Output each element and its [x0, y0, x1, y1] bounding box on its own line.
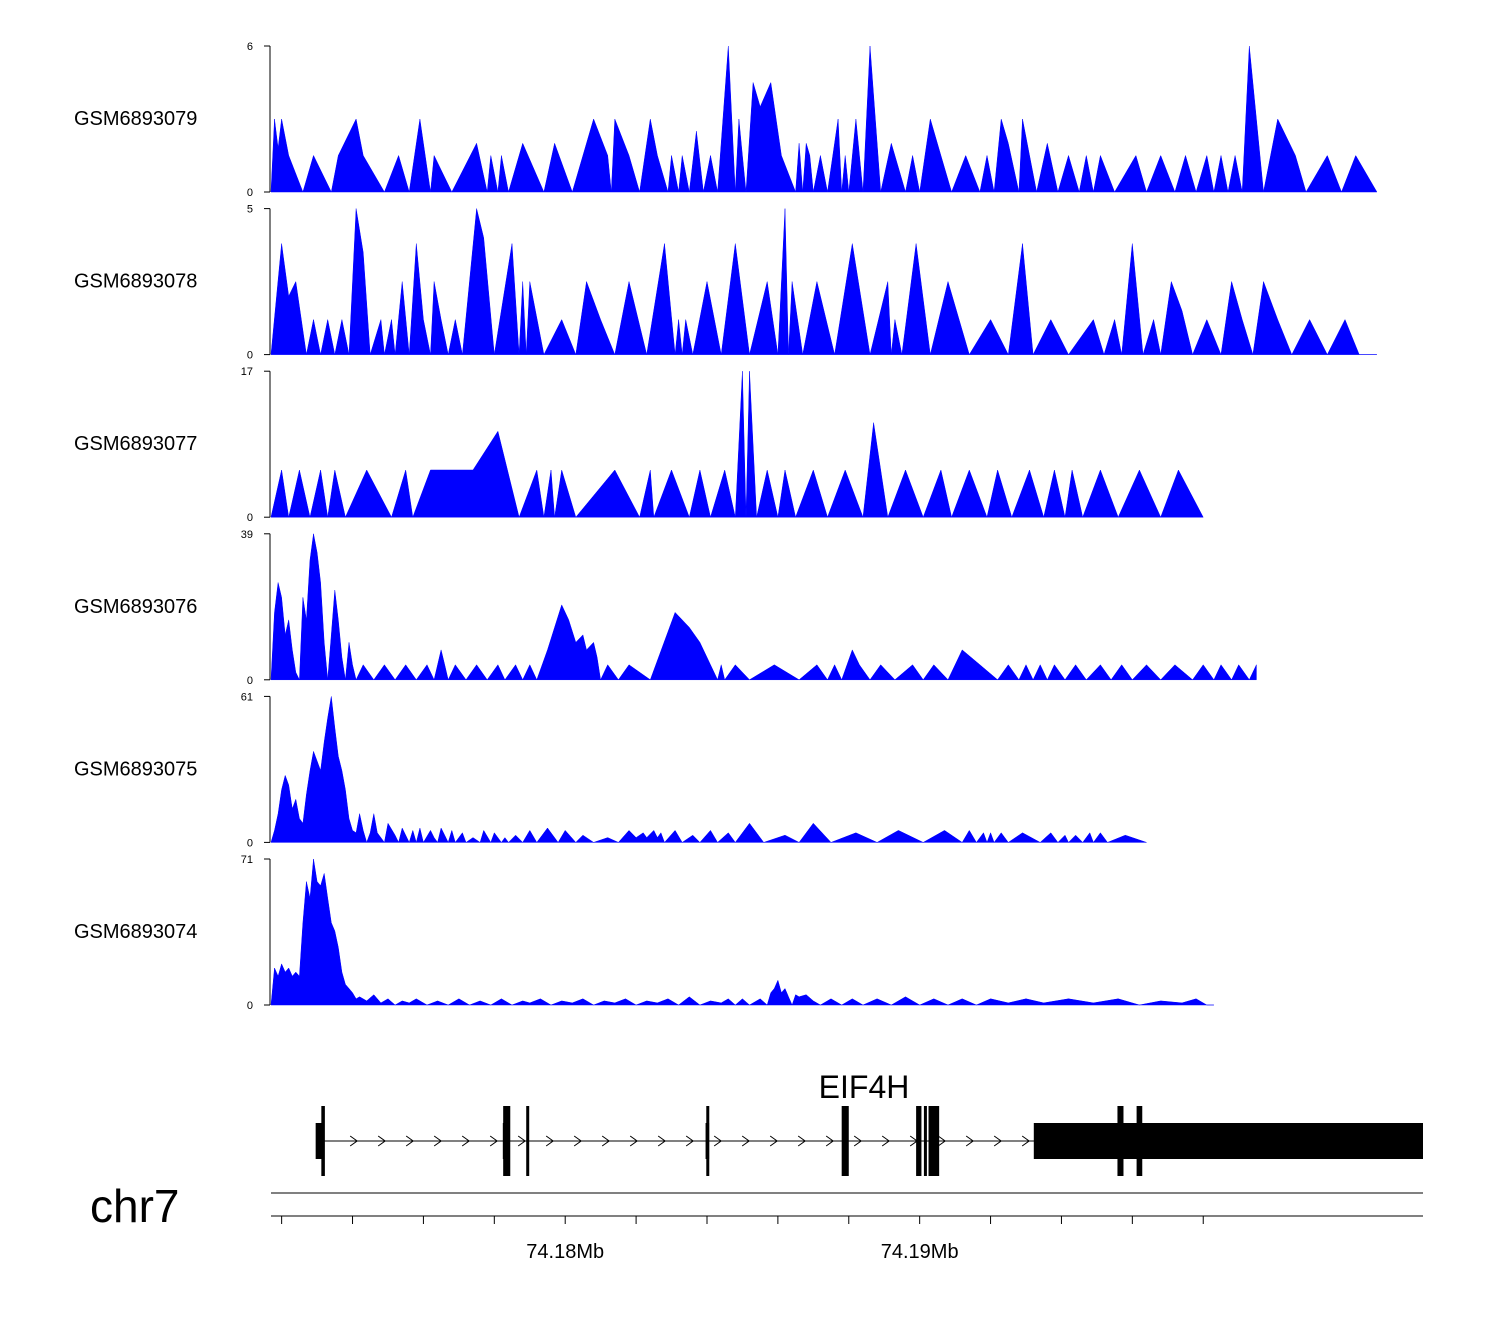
track-label: GSM6893075 [74, 758, 197, 780]
exon-block [526, 1106, 530, 1176]
y-tick-label-min: 0 [247, 350, 253, 362]
track-label: GSM6893074 [74, 921, 197, 943]
coverage-area [270, 45, 1378, 193]
strand-arrow [349, 1135, 359, 1147]
data-tracks: GSM689307960GSM689307850GSM6893077170GSM… [74, 41, 1378, 1012]
strand-arrow [433, 1135, 443, 1147]
coverage-area [270, 371, 1204, 519]
strand-arrow [629, 1135, 639, 1147]
track-label: GSM6893079 [74, 108, 197, 130]
track-GSM6893077: GSM6893077 17 0 [74, 366, 1204, 524]
strand-arrow [965, 1135, 975, 1147]
strand-arrow [545, 1135, 555, 1147]
y-tick-label-max: 71 [241, 854, 253, 866]
strand-arrow [853, 1135, 863, 1147]
strand-arrow [405, 1135, 415, 1147]
exon-block [706, 1106, 710, 1176]
x-tick-label: 74.19Mb [881, 1241, 959, 1263]
strand-arrow [741, 1135, 751, 1147]
strand-arrow [657, 1135, 667, 1147]
track-label: GSM6893077 [74, 433, 197, 455]
utr-block [1033, 1123, 1423, 1159]
exon-block [1117, 1106, 1124, 1176]
strand-arrow [601, 1135, 611, 1147]
x-tick-label: 74.18Mb [526, 1241, 604, 1263]
strand-arrow [489, 1135, 499, 1147]
y-tick-label-min: 0 [247, 187, 253, 199]
coverage-area [270, 858, 1214, 1006]
strand-arrow [461, 1135, 471, 1147]
y-tick-label-max: 17 [241, 366, 253, 378]
exon-block [503, 1106, 511, 1176]
y-tick-label-min: 0 [247, 837, 253, 849]
strand-arrow [769, 1135, 779, 1147]
track-GSM6893075: GSM6893075 61 0 [74, 691, 1147, 849]
coverage-area [270, 208, 1377, 356]
y-tick-label-max: 61 [241, 691, 253, 703]
utr-block [315, 1123, 323, 1159]
exon-block [841, 1106, 849, 1176]
coverage-area [270, 533, 1257, 681]
strand-arrow [713, 1135, 723, 1147]
genome-axis: chr7 74.18Mb 74.19Mb [90, 1180, 1423, 1263]
y-tick-label-min: 0 [247, 1000, 253, 1012]
exon-block [923, 1106, 927, 1176]
strand-arrow [937, 1135, 947, 1147]
strand-arrow [797, 1135, 807, 1147]
exon-block [928, 1106, 940, 1176]
y-tick-label-min: 0 [247, 512, 253, 524]
gene-name-label: EIF4H [819, 1069, 910, 1105]
strand-arrow [377, 1135, 387, 1147]
gene-track: EIF4H [315, 1069, 1423, 1176]
y-tick-label-max: 6 [247, 41, 253, 53]
track-label: GSM6893078 [74, 271, 197, 293]
y-tick-label-min: 0 [247, 675, 253, 687]
strand-arrow [573, 1135, 583, 1147]
track-GSM6893079: GSM6893079 6 0 [74, 41, 1378, 199]
track-GSM6893078: GSM6893078 5 0 [74, 204, 1377, 362]
y-tick-label-max: 5 [247, 204, 253, 216]
exon-block [1136, 1106, 1143, 1176]
strand-arrow [825, 1135, 835, 1147]
strand-arrow [517, 1135, 527, 1147]
coverage-area [270, 696, 1147, 844]
track-GSM6893074: GSM6893074 71 0 [74, 854, 1214, 1012]
track-label: GSM6893076 [74, 596, 197, 618]
strand-arrow [881, 1135, 891, 1147]
strand-arrow [993, 1135, 1003, 1147]
strand-arrow [1021, 1135, 1031, 1147]
y-tick-label-max: 39 [241, 529, 253, 541]
exon-block [916, 1106, 922, 1176]
track-GSM6893076: GSM6893076 39 0 [74, 529, 1257, 687]
exon-block [321, 1106, 325, 1176]
strand-arrow [685, 1135, 695, 1147]
chromosome-label: chr7 [90, 1180, 179, 1232]
